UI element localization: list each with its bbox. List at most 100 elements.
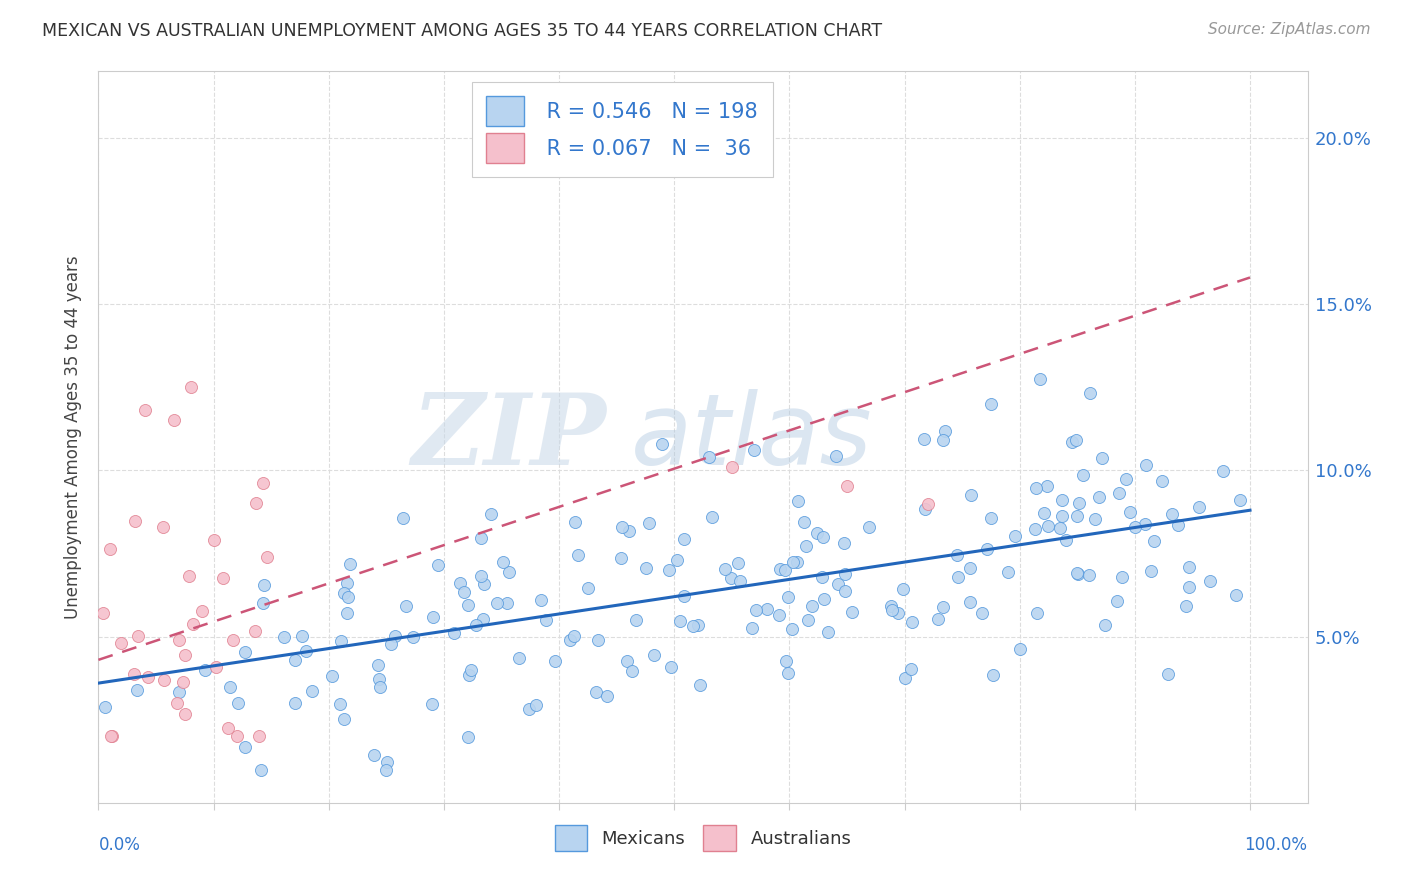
- Point: [233, 645, 256, 659]
- Point: [252, 475, 274, 490]
- Point: [1062, 434, 1084, 449]
- Point: [786, 555, 808, 569]
- Point: [180, 380, 202, 394]
- Point: [530, 593, 553, 607]
- Point: [219, 680, 242, 694]
- Point: [245, 624, 267, 638]
- Point: [1152, 474, 1174, 488]
- Point: [91, 606, 114, 620]
- Point: [562, 629, 585, 643]
- Point: [1064, 433, 1087, 447]
- Point: [1229, 493, 1251, 508]
- Point: [380, 637, 402, 651]
- Point: [756, 601, 779, 615]
- Point: [333, 586, 356, 600]
- Point: [1188, 500, 1211, 515]
- Point: [1026, 607, 1049, 621]
- Point: [449, 576, 471, 591]
- Point: [1178, 580, 1201, 594]
- Point: [98, 541, 121, 556]
- Point: [202, 533, 225, 547]
- Point: [1135, 516, 1157, 531]
- Y-axis label: Unemployment Among Ages 35 to 44 years: Unemployment Among Ages 35 to 44 years: [65, 255, 83, 619]
- Point: [713, 562, 735, 576]
- Point: [457, 730, 479, 744]
- Point: [673, 532, 696, 546]
- Point: [124, 514, 146, 528]
- Point: [585, 685, 607, 699]
- Point: [1160, 507, 1182, 521]
- Point: [134, 403, 156, 417]
- Point: [887, 607, 910, 621]
- Point: [329, 697, 352, 711]
- Point: [620, 664, 643, 678]
- Point: [377, 755, 399, 769]
- Point: [997, 566, 1019, 580]
- Point: [825, 450, 848, 464]
- Point: [891, 582, 914, 596]
- Point: [782, 555, 804, 569]
- Point: [492, 556, 515, 570]
- Point: [222, 633, 245, 648]
- Point: [252, 596, 274, 610]
- Point: [586, 632, 609, 647]
- Point: [374, 763, 396, 777]
- Point: [567, 548, 589, 562]
- Point: [720, 459, 742, 474]
- Point: [700, 509, 723, 524]
- Point: [167, 632, 190, 647]
- Point: [1036, 519, 1059, 533]
- Point: [336, 576, 359, 591]
- Point: [661, 659, 683, 673]
- Point: [204, 659, 226, 673]
- Point: [153, 673, 176, 688]
- Point: [960, 488, 983, 502]
- Point: [136, 670, 159, 684]
- Point: [247, 729, 270, 743]
- Point: [651, 436, 673, 450]
- Point: [472, 577, 495, 591]
- Point: [811, 530, 834, 544]
- Point: [295, 644, 318, 658]
- Point: [813, 592, 835, 607]
- Point: [367, 657, 389, 672]
- Point: [900, 661, 922, 675]
- Point: [1049, 521, 1071, 535]
- Point: [673, 589, 696, 603]
- Point: [100, 729, 122, 743]
- Point: [273, 630, 295, 644]
- Point: [1024, 522, 1046, 536]
- Point: [1032, 506, 1054, 520]
- Point: [495, 596, 517, 610]
- Point: [1050, 493, 1073, 508]
- Point: [1036, 479, 1059, 493]
- Point: [689, 678, 711, 692]
- Point: [976, 542, 998, 557]
- Point: [125, 683, 148, 698]
- Point: [827, 577, 849, 591]
- Point: [368, 680, 391, 694]
- Point: [1078, 568, 1101, 582]
- Point: [775, 563, 797, 577]
- Point: [959, 595, 981, 609]
- Point: [250, 763, 273, 777]
- Point: [110, 636, 132, 650]
- Point: [1084, 512, 1107, 526]
- Point: [835, 479, 858, 493]
- Point: [498, 565, 520, 579]
- Point: [658, 563, 681, 577]
- Point: [934, 425, 956, 439]
- Point: [665, 553, 688, 567]
- Point: [564, 515, 586, 529]
- Point: [1108, 486, 1130, 500]
- Point: [453, 585, 475, 599]
- Point: [536, 613, 558, 627]
- Point: [465, 618, 488, 632]
- Point: [578, 581, 600, 595]
- Point: [94, 700, 117, 714]
- Point: [1029, 372, 1052, 386]
- Point: [1094, 618, 1116, 632]
- Point: [778, 665, 800, 680]
- Text: atlas: atlas: [630, 389, 872, 485]
- Point: [634, 561, 657, 575]
